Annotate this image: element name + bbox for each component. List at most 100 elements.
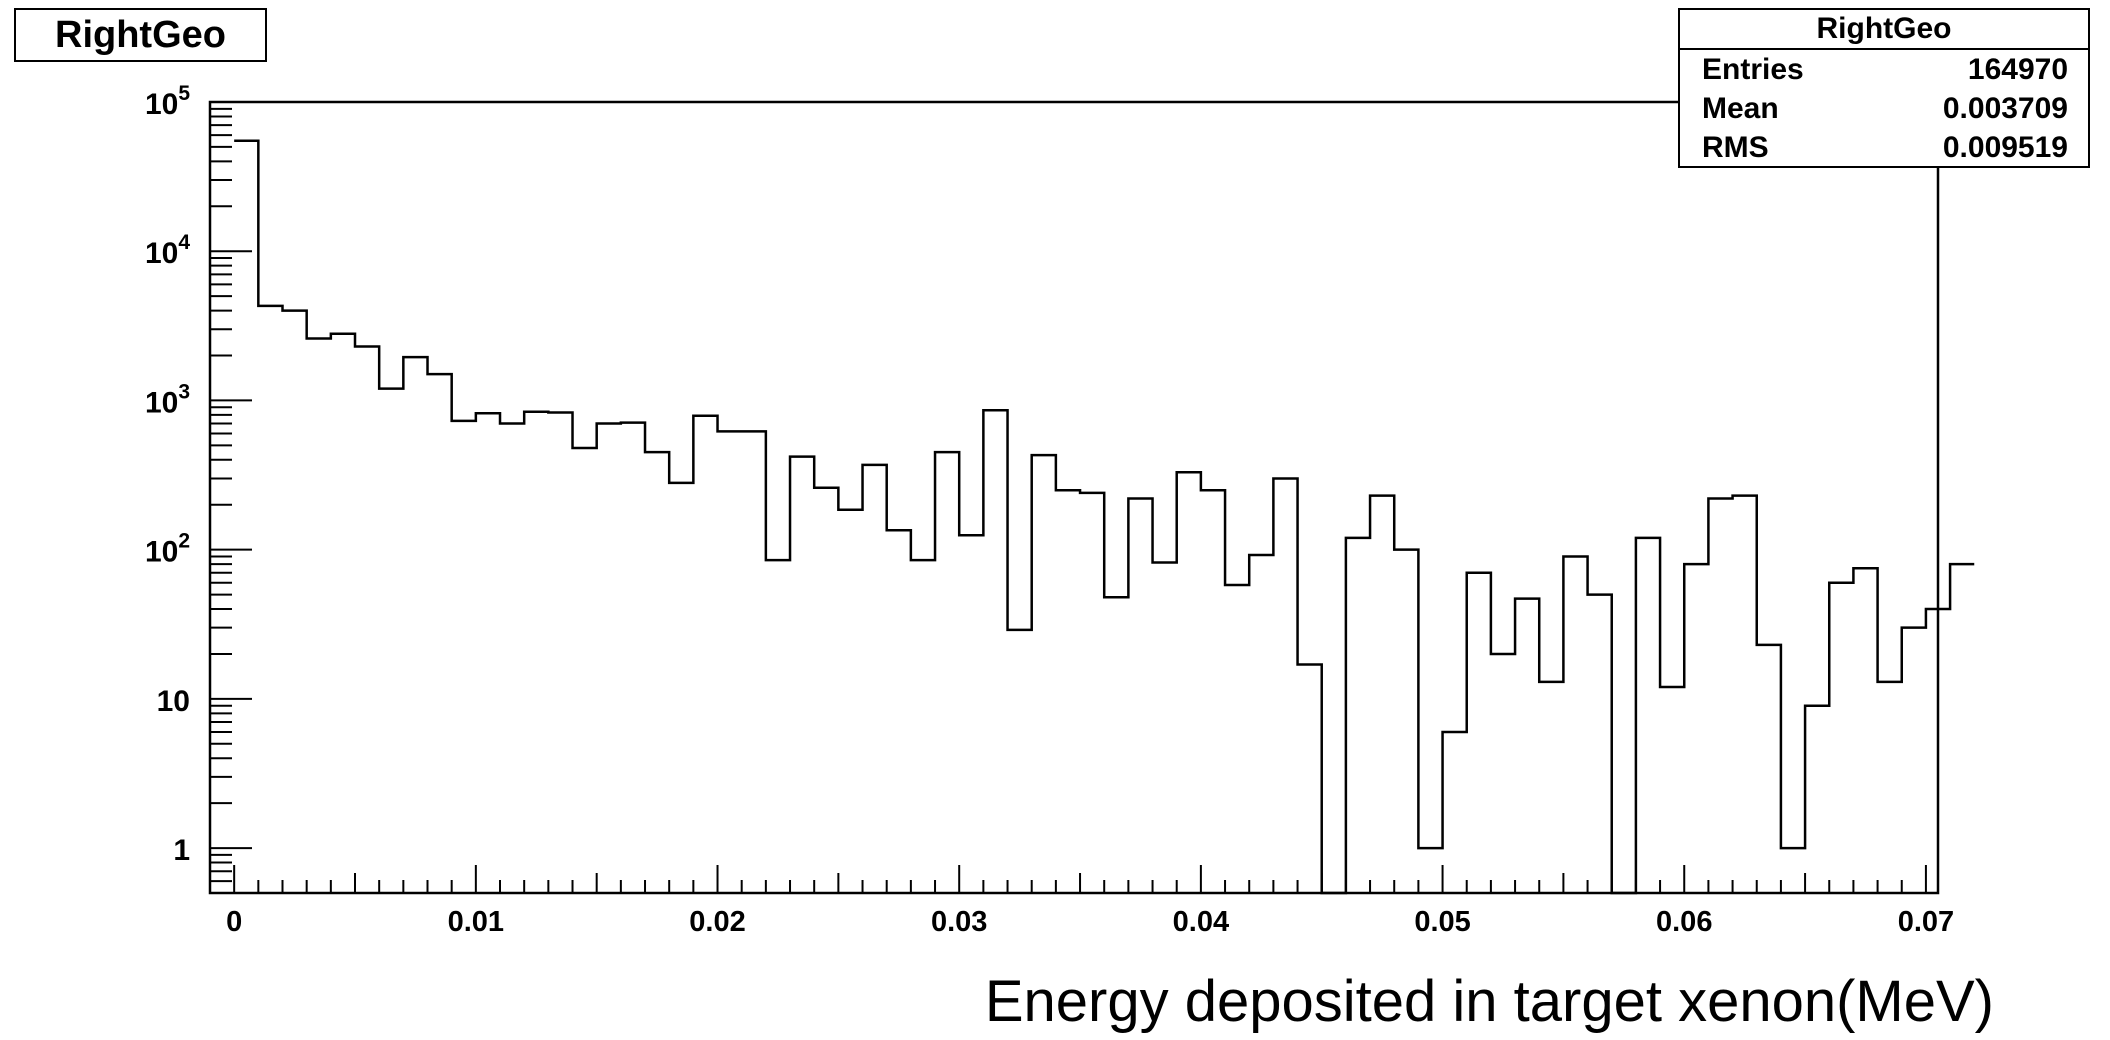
histogram-bin [1660,687,1684,893]
histogram-bin [693,416,717,893]
histogram-bin [1249,555,1273,893]
histogram-bin [597,424,621,893]
histogram-bin [1273,478,1297,893]
histogram-bin [1636,538,1660,893]
histogram-bin [1080,493,1104,893]
stats-value: 0.003709 [1942,91,2068,125]
histogram-bin [621,423,645,893]
histogram-bin [1201,490,1225,893]
stats-title: RightGeo [1680,10,2088,50]
stats-value: 164970 [1967,52,2068,86]
histogram-bin [1032,455,1056,893]
histogram-title-text: RightGeo [55,13,226,56]
stats-value: 0.009519 [1942,130,2068,164]
x-axis-label: Energy deposited in target xenon(MeV) [984,969,1994,1034]
histogram-bin [1588,595,1612,893]
stats-label: Mean [1702,91,1779,125]
histogram-bin [1491,654,1515,893]
histogram-bin [1539,682,1563,893]
y-tick-label: 103 [145,380,190,419]
histogram-bin [307,339,331,893]
stats-row-entries: Entries 164970 [1680,50,2088,89]
histogram-bin [645,452,669,893]
histogram-bin [1515,599,1539,893]
stats-row-mean: Mean 0.003709 [1680,89,2088,128]
y-tick-label: 102 [145,530,190,569]
histogram-title: RightGeo [14,8,267,62]
stats-label: RMS [1702,130,1769,164]
plot-frame [208,100,1940,895]
x-tick-label: 0.04 [1173,906,1229,938]
x-axis: 0 0.01 0.02 0.03 0.04 0.05 0.06 0.07 [226,865,1954,938]
histogram-bin [1467,573,1491,893]
histogram-bin [1418,848,1442,893]
histogram-bin [1829,583,1853,893]
plot-frame-rect [208,100,1940,895]
histogram-line [234,139,1975,895]
histogram-bin [283,311,307,893]
histogram-bin [452,421,476,893]
x-tick-label: 0.06 [1656,906,1712,938]
histogram-bin [524,412,548,893]
histogram-bin [1153,563,1177,893]
histogram-bin [1177,472,1201,893]
x-tick-label: 0.07 [1898,906,1954,938]
histogram-bin [1708,499,1732,893]
stats-row-rms: RMS 0.009519 [1680,128,2088,167]
histogram-bin [1008,630,1032,893]
x-tick-label: 0.01 [448,906,504,938]
histogram-bin [959,535,983,893]
histogram-series [234,139,1975,895]
histogram-bin [1346,538,1370,893]
histogram-bin [838,510,862,893]
histogram-bin [1902,628,1926,893]
histogram-bin [1128,499,1152,893]
histogram-bin [1684,564,1708,893]
histogram-bin [234,141,258,893]
histogram-bin [1805,706,1829,893]
histogram-bin [790,457,814,893]
histogram-bin [500,424,524,893]
stats-label: Entries [1702,52,1804,86]
y-tick-label: 104 [145,231,190,270]
histogram-bin [1104,597,1128,893]
histogram-bin [1757,645,1781,893]
histogram-bin [718,431,742,893]
histogram-bin [428,374,452,893]
histogram-bin [766,560,790,893]
histogram-bin [814,488,838,893]
histogram-bin [1298,664,1322,893]
histogram-bin [573,448,597,893]
histogram-bin [911,560,935,893]
histogram-bin [1781,848,1805,893]
histogram-bin [1225,585,1249,893]
y-tick-label: 105 [145,82,190,121]
x-tick-label: 0 [226,906,242,938]
histogram-bin [1878,682,1902,893]
histogram-bin [1394,550,1418,893]
histogram-bin [331,334,355,893]
histogram-bin [476,413,500,893]
histogram-bin [742,431,766,893]
histogram-bin [403,357,427,893]
histogram-bin [1926,609,1950,893]
histogram-bin [1733,496,1757,893]
histogram-bin [355,346,379,893]
histogram-bin [1853,568,1877,893]
histogram-bin [983,410,1007,893]
histogram-bin [887,530,911,893]
histogram-bin [935,452,959,893]
stats-box: RightGeo Entries 164970 Mean 0.003709 RM… [1678,8,2090,168]
histogram-bin [379,389,403,893]
histogram-bin [1443,732,1467,893]
histogram-bin [548,413,572,893]
histogram-bin [1056,490,1080,893]
y-tick-label: 1 [173,834,190,867]
x-tick-label: 0.05 [1414,906,1470,938]
y-tick-label: 10 [157,685,190,718]
x-tick-label: 0.02 [689,906,745,938]
histogram-bin [258,306,282,893]
histogram-bin [1563,556,1587,893]
